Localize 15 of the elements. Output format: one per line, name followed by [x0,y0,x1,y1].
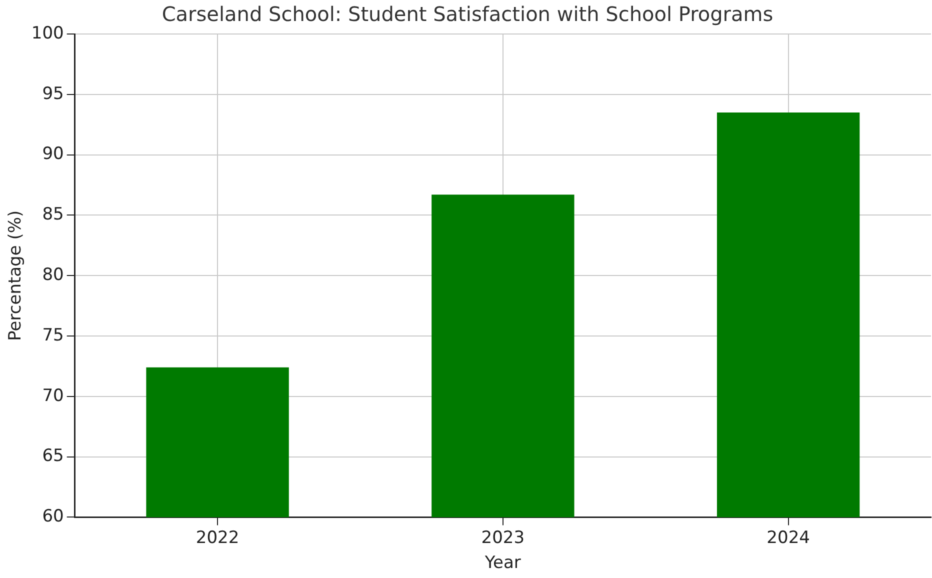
y-tick-label: 75 [42,325,64,346]
y-tick-label: 80 [42,265,64,286]
y-tick-label: 60 [42,506,64,527]
y-tick-label: 70 [42,386,64,406]
x-tick-label: 2023 [481,528,525,548]
y-axis-title: Percentage (%) [6,210,26,341]
chart-title: Carseland School: Student Satisfaction with School Programs [162,2,774,26]
x-axis-title: Year [484,553,521,574]
x-tick-label: 2024 [766,528,810,548]
y-tick-label: 90 [42,144,64,164]
y-tick-label: 100 [31,23,64,44]
y-tick-label: 65 [42,446,64,466]
x-tick-label: 2022 [196,528,240,548]
y-tick-label: 85 [42,204,64,225]
y-tick-label: 95 [42,84,64,104]
